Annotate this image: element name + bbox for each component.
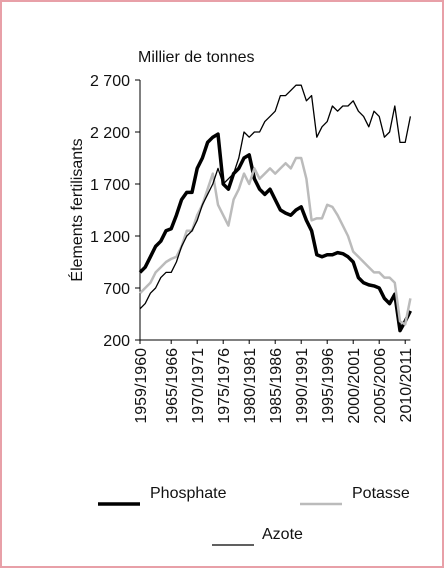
- x-tick-label: 1959/1960: [133, 348, 150, 424]
- x-tick-label: 2010/2011: [398, 348, 415, 423]
- y-tick-label: 1 700: [90, 177, 130, 194]
- series-line: [139, 84, 412, 310]
- x-tick-label: 2000/2001: [346, 348, 363, 424]
- legend-label: Potasse: [352, 485, 410, 502]
- x-tick-label: 1965/1966: [164, 348, 181, 424]
- unit-label: Millier de tonnes: [138, 49, 255, 66]
- y-tick-label: 1 200: [90, 229, 130, 246]
- legend-label: Phosphate: [150, 485, 227, 502]
- x-tick-label: 1980/1981: [242, 348, 259, 424]
- x-tick-label: 1970/1971: [190, 348, 207, 424]
- series-line: [138, 132, 412, 333]
- x-tick-label: 2005/2006: [372, 348, 389, 424]
- y-tick-label: 200: [103, 333, 130, 350]
- x-tick-label: 1990/1991: [294, 348, 311, 424]
- legend-label: Azote: [262, 526, 303, 543]
- x-tick-label: 1975/1976: [216, 348, 233, 424]
- x-tick-label: 1995/1996: [320, 348, 337, 424]
- series-line: [139, 156, 412, 326]
- y-tick-label: 700: [103, 281, 130, 298]
- y-tick-label: 2 200: [90, 125, 130, 142]
- y-tick-label: 2 700: [90, 73, 130, 90]
- x-tick-label: 1985/1986: [268, 348, 285, 424]
- y-axis-title: Élements fertilisants: [67, 138, 86, 281]
